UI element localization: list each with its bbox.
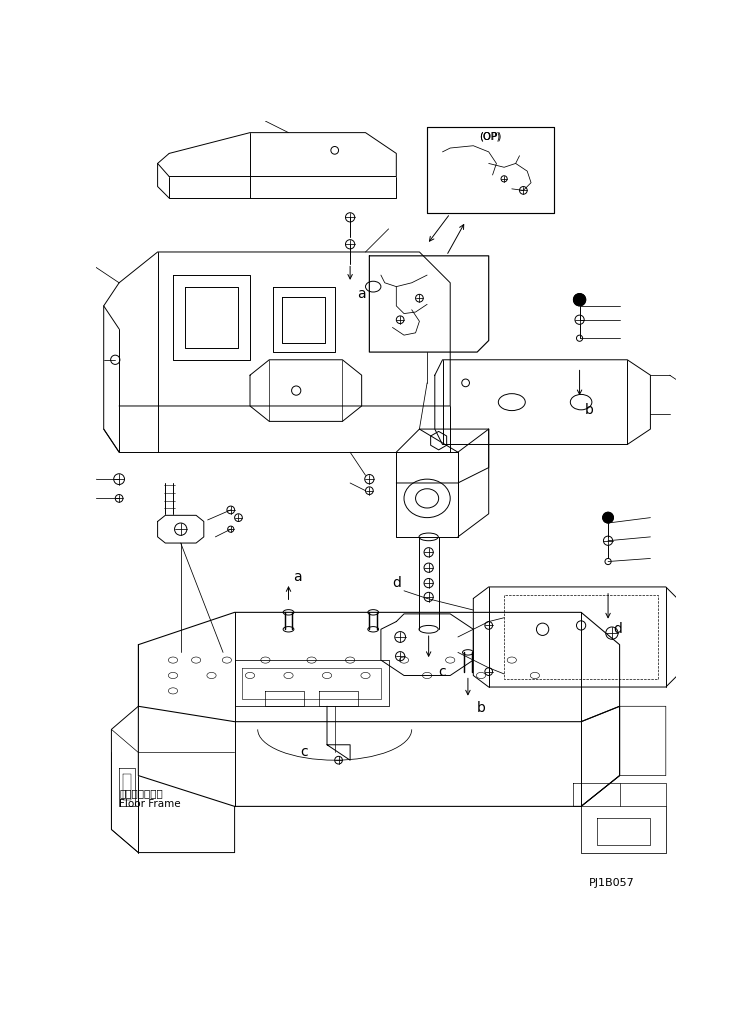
Text: d: d bbox=[614, 623, 623, 637]
Text: (OP): (OP) bbox=[480, 131, 501, 141]
Text: a: a bbox=[294, 570, 302, 584]
Text: b: b bbox=[477, 701, 486, 714]
Text: (OP): (OP) bbox=[479, 131, 501, 141]
Circle shape bbox=[602, 513, 614, 523]
Text: b: b bbox=[584, 403, 593, 417]
Text: PJ1B057: PJ1B057 bbox=[589, 879, 635, 888]
Text: d: d bbox=[392, 576, 401, 590]
Text: Floor Frame: Floor Frame bbox=[119, 799, 181, 809]
Text: a: a bbox=[358, 288, 366, 302]
Circle shape bbox=[573, 294, 586, 306]
Text: フロアフレーム: フロアフレーム bbox=[119, 788, 163, 798]
Text: c: c bbox=[439, 665, 447, 679]
Text: c: c bbox=[300, 746, 308, 760]
